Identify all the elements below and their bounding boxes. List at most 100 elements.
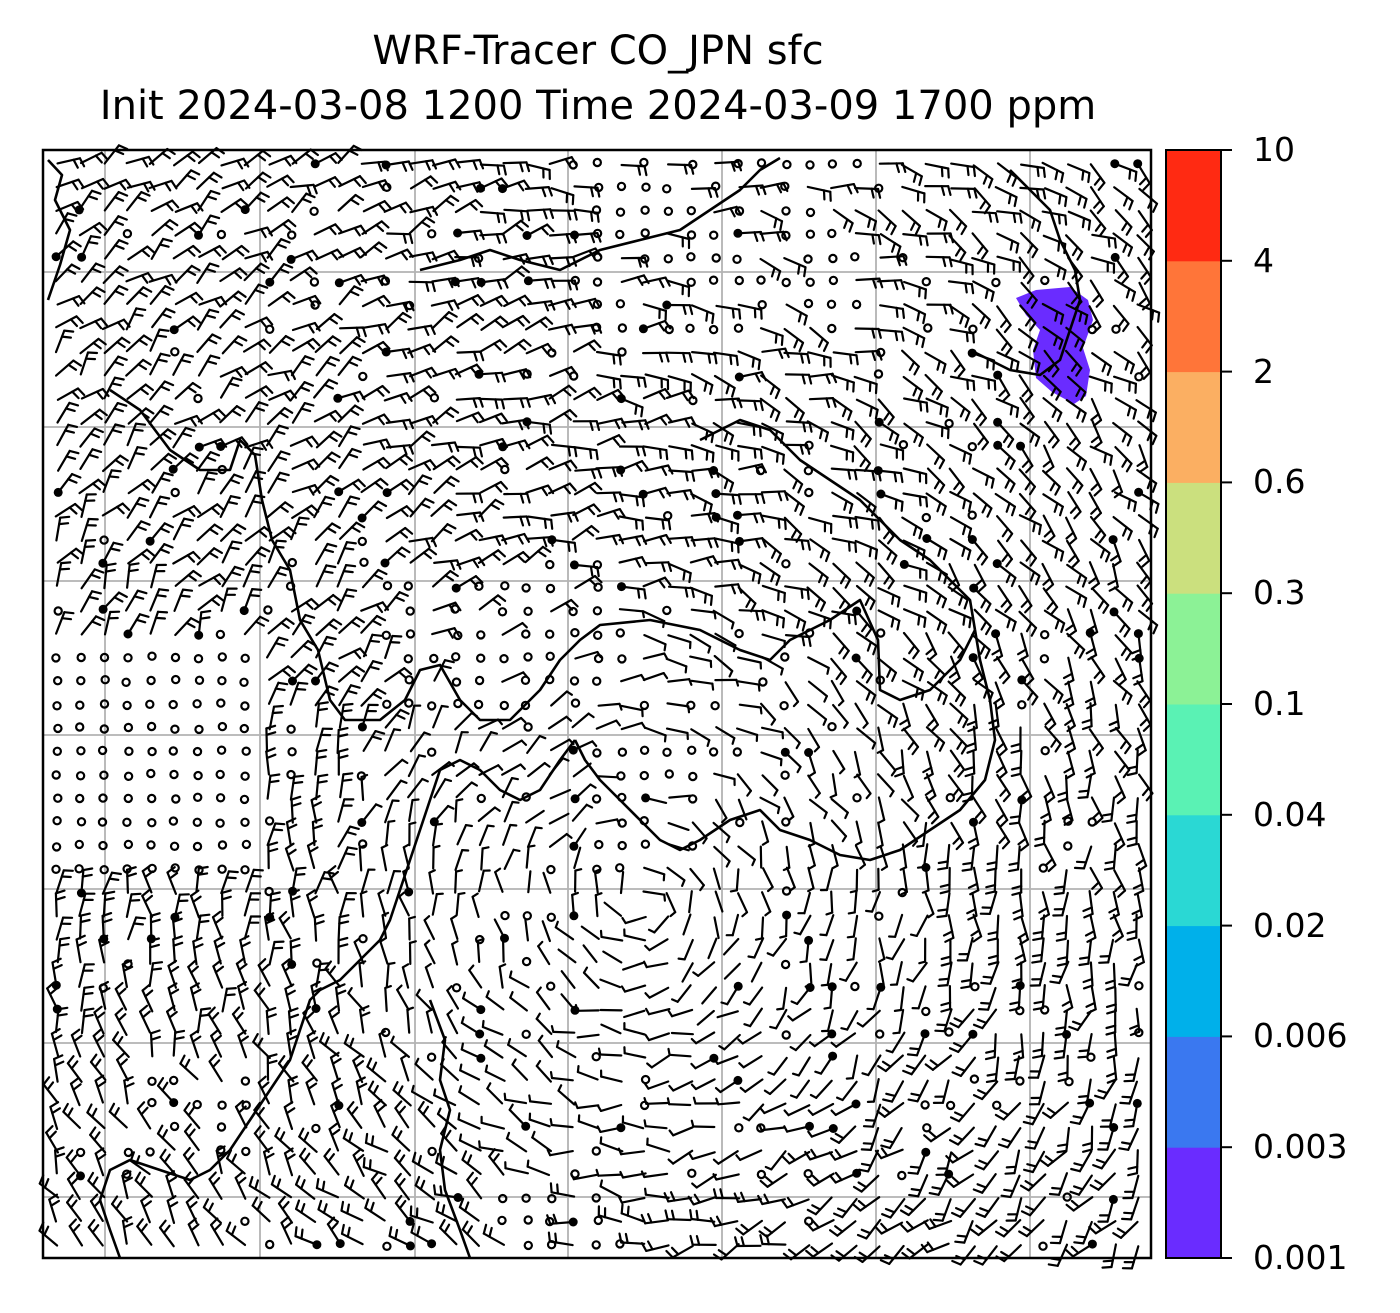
wind-barb: [54, 263, 81, 283]
wind-barb: [1044, 258, 1067, 281]
station-dot: [733, 981, 743, 991]
station-dot: [827, 982, 837, 992]
station-dot: [876, 982, 886, 992]
station-dot: [194, 442, 204, 452]
wind-barb: [80, 262, 106, 283]
wind-barb: [737, 350, 761, 371]
calm-wind-marker: [850, 252, 860, 262]
calm-wind-marker: [734, 275, 745, 286]
station-dot: [616, 394, 626, 404]
station-dot: [380, 558, 390, 568]
wind-barb: [1138, 281, 1151, 311]
station-dot: [240, 205, 250, 215]
wind-barb: [1020, 281, 1038, 309]
wind-barb: [310, 152, 343, 169]
wind-barb: [665, 279, 691, 298]
station-dot: [782, 910, 792, 920]
station-dot: [475, 1029, 485, 1039]
wind-barb: [809, 326, 829, 352]
wind-barb: [455, 294, 485, 307]
colorbar-segment: [1166, 1036, 1221, 1148]
station-dot: [735, 536, 744, 546]
wind-barb: [949, 258, 974, 276]
station-dot: [1016, 441, 1025, 451]
wind-barb: [877, 328, 905, 342]
station-dot: [993, 417, 1003, 427]
calm-wind-marker: [615, 207, 626, 217]
wind-barb: [197, 189, 221, 212]
station-dot: [569, 911, 579, 921]
wind-barb: [291, 321, 321, 334]
station-dot: [1109, 1123, 1119, 1132]
station-dot: [357, 818, 367, 827]
wind-barb: [361, 220, 390, 235]
wind-barb: [1112, 232, 1134, 257]
wind-barb: [1019, 304, 1037, 332]
colorbar-segment: [1166, 371, 1221, 483]
station-dot: [568, 745, 578, 755]
calm-wind-marker: [404, 300, 415, 311]
station-dot: [711, 512, 721, 522]
station-dot: [1133, 629, 1143, 639]
wind-barb: [126, 180, 156, 193]
wind-barb: [950, 187, 978, 199]
station-dot: [733, 1075, 743, 1085]
calm-wind-marker: [686, 277, 696, 287]
wind-barb: [902, 326, 926, 349]
colorbar-tick-label: 0.001: [1253, 1238, 1348, 1277]
wind-barb: [194, 214, 221, 240]
calm-wind-marker: [708, 324, 719, 335]
wind-barb: [690, 351, 718, 365]
wind-barb: [524, 186, 553, 198]
wind-barb: [1136, 303, 1161, 323]
wind-barb: [1091, 233, 1117, 249]
wind-barb: [432, 194, 460, 213]
wind-barb: [949, 328, 976, 344]
calm-wind-marker: [615, 299, 626, 309]
wind-barb: [901, 209, 922, 236]
colorbar-segment: [1166, 482, 1221, 594]
wind-barb: [292, 337, 321, 352]
wind-barb: [783, 351, 811, 364]
wind-barb: [760, 209, 784, 232]
calm-wind-marker: [265, 324, 275, 334]
wind-barb: [151, 307, 176, 329]
wind-barb: [125, 155, 155, 168]
station-dot: [476, 277, 486, 287]
station-dot: [476, 183, 486, 193]
wind-barb: [641, 351, 670, 363]
wind-barb: [267, 291, 296, 307]
station-dot: [1132, 1098, 1142, 1108]
wind-barb: [456, 350, 485, 362]
wind-barb: [362, 200, 392, 213]
calm-wind-marker: [827, 228, 837, 239]
wind-barb: [386, 232, 414, 245]
wind-barb: [339, 336, 366, 355]
calm-wind-marker: [709, 230, 719, 240]
wind-barb: [996, 305, 1012, 334]
wind-barb: [924, 162, 950, 179]
wind-barb: [289, 266, 318, 282]
wind-barb: [1114, 209, 1133, 236]
wind-barb: [503, 208, 531, 222]
wind-barb: [690, 304, 715, 325]
wind-barb: [381, 347, 414, 360]
wind-barb: [334, 274, 368, 288]
station-dot: [873, 466, 883, 476]
calm-wind-marker: [852, 158, 862, 169]
calm-wind-marker: [592, 157, 603, 168]
calm-wind-marker: [1111, 324, 1121, 334]
colorbar-tick-label: 0.02: [1253, 905, 1327, 945]
calm-wind-marker: [309, 206, 319, 216]
wind-barb: [243, 338, 272, 353]
wind-barb: [286, 249, 319, 264]
wind-barb: [1090, 256, 1116, 274]
calm-wind-marker: [663, 254, 674, 264]
colorbar-tick-label: 0.006: [1253, 1016, 1348, 1056]
station-dot: [239, 606, 249, 616]
coastlines: [46, 156, 1082, 1259]
wind-barb: [172, 244, 201, 260]
wind-barb: [79, 151, 109, 165]
wind-barb: [55, 178, 85, 191]
wind-barb: [1019, 163, 1046, 178]
